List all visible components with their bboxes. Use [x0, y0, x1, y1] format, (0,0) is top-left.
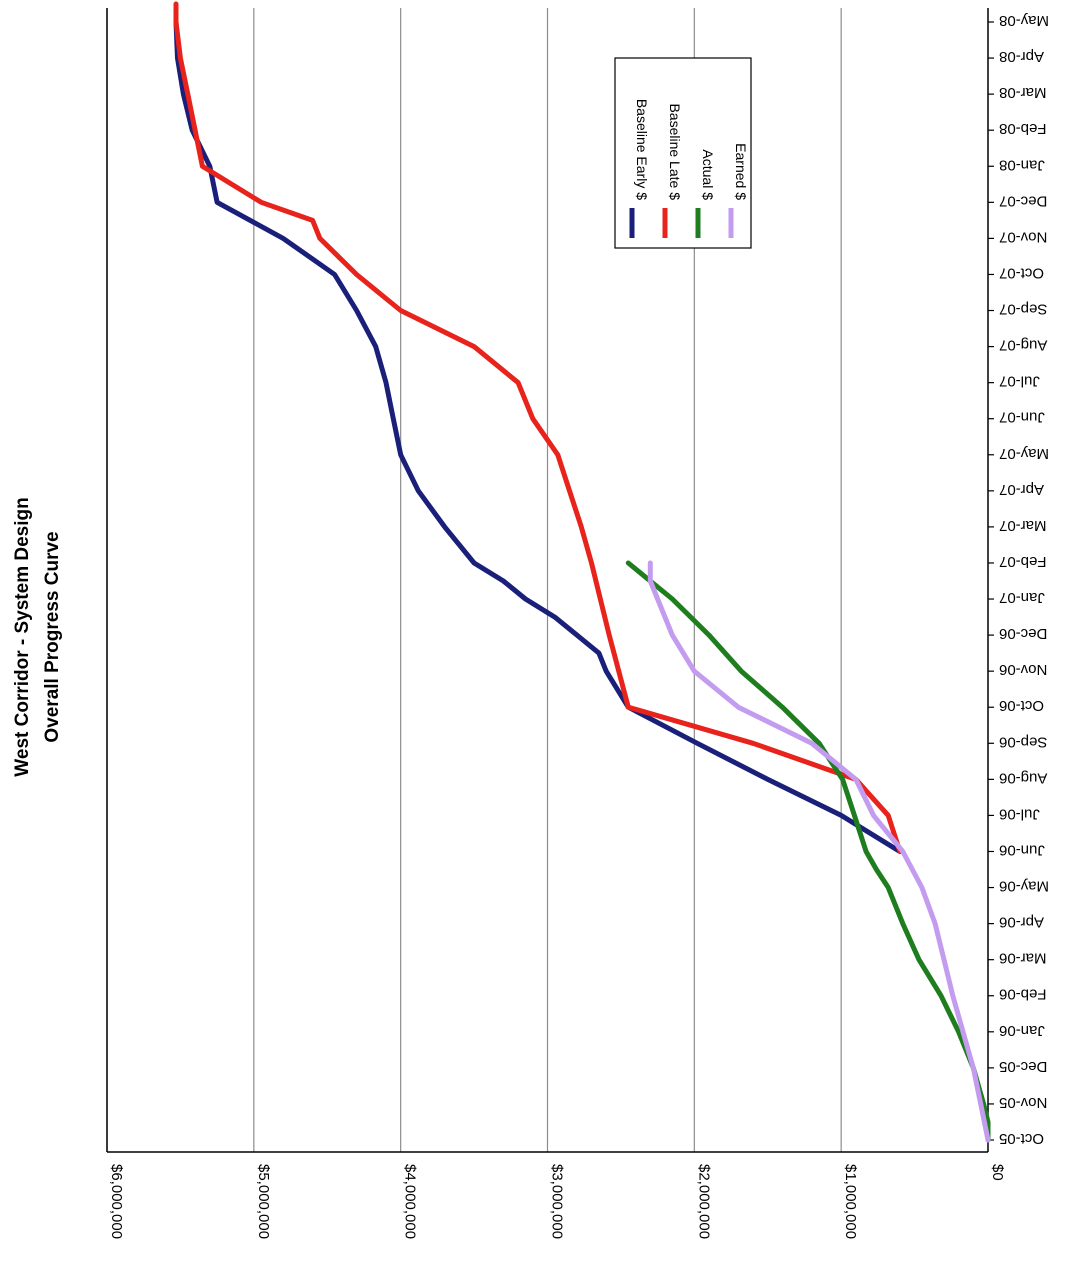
x-tick-label: Nov-07: [999, 228, 1047, 245]
x-tick-label: Oct-06: [999, 697, 1044, 714]
x-tick-label: Jul-07: [999, 373, 1040, 390]
x-tick-label: Sep-06: [999, 733, 1047, 750]
x-tick-label: Aug-06: [999, 769, 1047, 786]
legend-box: [614, 57, 752, 249]
legend-label: Baseline Late $: [667, 103, 683, 200]
x-tick-label: Jan-07: [999, 589, 1045, 606]
x-tick-label: Jun-07: [999, 409, 1045, 426]
x-tick-label: Mar-07: [999, 517, 1047, 534]
chart-subtitle: Overall Progress Curve: [42, 531, 63, 742]
x-tick-label: Dec-05: [999, 1058, 1047, 1075]
x-tick-label: May-06: [999, 878, 1049, 895]
plot-area: $0 $1,000,000 $2,000,000 $3,000,000 $4,000,0…: [106, 1, 1049, 1239]
x-tick-label: Apr-08: [999, 48, 1044, 65]
x-tick-label: Mar-06: [999, 950, 1047, 967]
x-tick-label: Sep-07: [999, 301, 1047, 318]
x-tick-label: Feb-06: [999, 986, 1047, 1003]
y-tick-label: $2,000,000: [695, 1164, 712, 1239]
x-tick-label: Oct-05: [999, 1130, 1044, 1147]
y-tick-label: $0: [989, 1164, 1006, 1181]
legend-label: Earned $: [733, 143, 749, 200]
x-tick-label: Jan-08: [999, 156, 1045, 173]
x-tick-label: May-07: [999, 445, 1049, 462]
x-tick-label: Mar-08: [999, 84, 1047, 101]
chart-title: West Corridor - System Design: [12, 497, 33, 776]
y-tick-label: $1,000,000: [842, 1164, 859, 1239]
legend-label: Baseline Early $: [634, 99, 650, 200]
x-tick-label: Jan-06: [999, 1022, 1045, 1039]
x-tick-label: Nov-06: [999, 661, 1047, 678]
x-tick-label: Aug-07: [999, 337, 1047, 354]
x-tick-label: Dec-07: [999, 192, 1047, 209]
legend: Baseline Early $ Baseline Late $ Actual $ E…: [614, 57, 752, 249]
y-tick-label: $3,000,000: [549, 1164, 566, 1239]
x-tick-label: Jun-06: [999, 841, 1045, 858]
series-line-2: [173, 1, 903, 854]
x-tick-label: Jul-06: [999, 805, 1040, 822]
x-tick-label: Oct-07: [999, 264, 1044, 281]
x-tick-label: May-08: [999, 12, 1049, 29]
x-tick-label: Apr-06: [999, 914, 1044, 931]
series-line-1: [173, 19, 903, 854]
x-tick-label: Feb-08: [999, 120, 1047, 137]
y-tick-label: $4,000,000: [402, 1164, 419, 1239]
y-tick-label: $5,000,000: [255, 1164, 272, 1239]
x-tick-label: Dec-06: [999, 625, 1047, 642]
legend-label: Actual $: [700, 149, 716, 200]
series-line-4: [647, 560, 991, 1143]
y-tick-label: $6,000,000: [108, 1164, 125, 1239]
x-tick-label: Feb-07: [999, 553, 1047, 570]
x-tick-label: Nov-05: [999, 1094, 1047, 1111]
x-tick-label: Apr-07: [999, 481, 1044, 498]
